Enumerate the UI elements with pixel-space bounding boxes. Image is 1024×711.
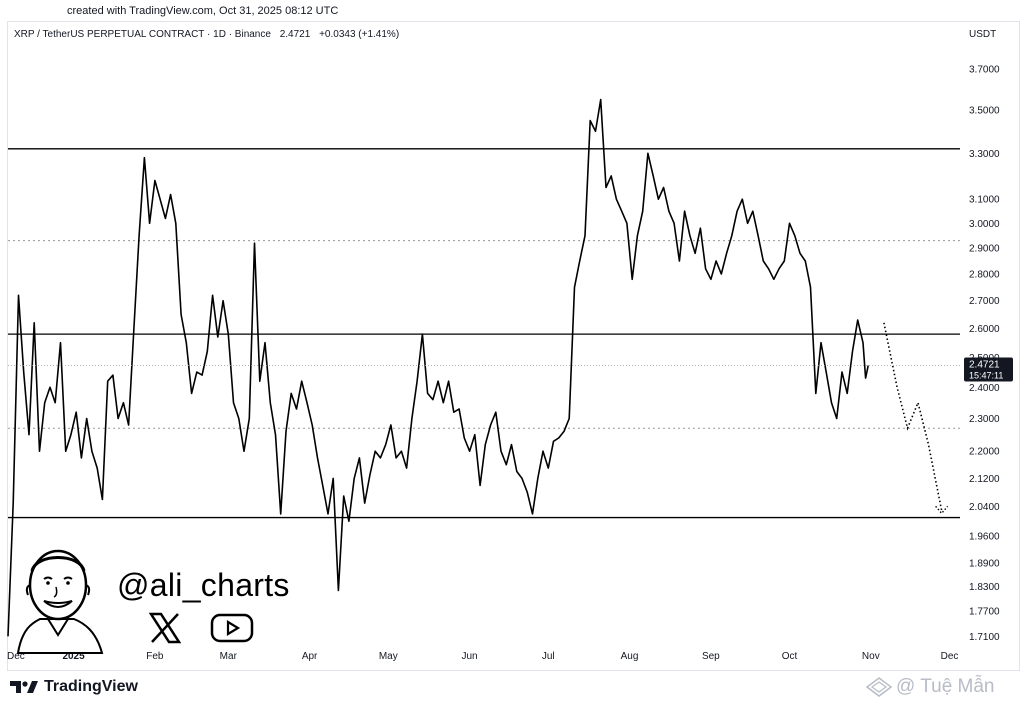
y-tick-label: 1.8900 bbox=[969, 558, 1000, 569]
avatar bbox=[10, 545, 106, 660]
x-tick-label: Sep bbox=[702, 651, 720, 662]
y-tick-label: 2.4000 bbox=[969, 383, 1000, 394]
symbol-change: +0.0343 (+1.41%) bbox=[319, 29, 400, 40]
time-axis: Dec 2025 Feb Mar Apr May Jun Jul Aug Sep Oct Nov Dec bbox=[7, 651, 958, 662]
y-tick-label: 1.7700 bbox=[969, 607, 1000, 618]
y-tick-label: 2.7000 bbox=[969, 296, 1000, 307]
projection-arrowhead bbox=[935, 505, 949, 515]
y-tick-label: 2.1200 bbox=[969, 474, 1000, 485]
y-tick-label: 2.2000 bbox=[969, 447, 1000, 458]
symbol-price: 2.4721 bbox=[279, 29, 311, 40]
x-tick-label: Apr bbox=[302, 651, 318, 662]
x-tick-label: Mar bbox=[220, 651, 238, 662]
youtube-icon[interactable] bbox=[210, 612, 254, 649]
tradingview-wordmark: TradingView bbox=[44, 678, 138, 695]
y-tick-label: 1.8300 bbox=[969, 582, 1000, 593]
price-series-line-0 bbox=[7, 98, 869, 637]
x-tick-label: Feb bbox=[146, 651, 164, 662]
x-tick-label: 2025 bbox=[62, 651, 85, 662]
diamond-icon bbox=[866, 677, 892, 697]
y-tick-label: 2.3000 bbox=[969, 414, 1000, 425]
x-tick-label: Nov bbox=[862, 651, 880, 662]
x-tick-label: Dec bbox=[7, 651, 25, 662]
y-tick-label: 3.5000 bbox=[969, 106, 1000, 117]
y-tick-label: 2.6000 bbox=[969, 324, 1000, 335]
y-tick-label: 1.9600 bbox=[969, 532, 1000, 543]
x-tick-label: Jun bbox=[462, 651, 478, 662]
x-icon[interactable] bbox=[148, 612, 182, 649]
symbol-name: XRP / TetherUS PERPETUAL CONTRACT · 1D ·… bbox=[14, 29, 271, 40]
social-links bbox=[148, 612, 254, 649]
x-tick-label: Aug bbox=[621, 651, 639, 662]
x-tick-label: Oct bbox=[782, 651, 798, 662]
tradingview-logo[interactable]: TradingView bbox=[10, 678, 138, 696]
last-price-tag bbox=[964, 357, 1013, 382]
x-tick-label: Dec bbox=[941, 651, 959, 662]
y-tick-label: 3.7000 bbox=[969, 65, 1000, 76]
y-tick-label: 3.3000 bbox=[969, 149, 1000, 160]
y-tick-label: 2.0400 bbox=[969, 502, 1000, 513]
y-tick-label: 1.7100 bbox=[969, 632, 1000, 643]
series-lines bbox=[7, 98, 869, 637]
watermark-text: @ Tuệ Mẫn bbox=[896, 676, 995, 697]
x-tick-label: May bbox=[379, 651, 398, 662]
credit-text: created with TradingView.com, Oct 31, 20… bbox=[67, 5, 339, 17]
symbol-line: XRP / TetherUS PERPETUAL CONTRACT · 1D ·… bbox=[14, 29, 399, 40]
chart-frame bbox=[7, 21, 1020, 671]
tradingview-mark-icon bbox=[10, 681, 38, 693]
last-price-countdown: 15:47:11 bbox=[969, 371, 1003, 381]
x-tick-label: Jul bbox=[542, 651, 555, 662]
horizontal-levels bbox=[8, 148, 960, 519]
projection-path bbox=[883, 322, 949, 515]
currency-label[interactable]: USDT bbox=[969, 29, 997, 40]
price-axis: 3.7000 3.5000 3.3000 3.1000 3.0000 2.9000 2.80… bbox=[969, 65, 1000, 643]
watermark: @ Tuệ Mẫn bbox=[866, 676, 995, 698]
y-tick-label: 3.0000 bbox=[969, 219, 1000, 230]
projection-line bbox=[883, 322, 943, 511]
y-tick-label: 2.8000 bbox=[969, 270, 1000, 281]
y-tick-label: 3.1000 bbox=[969, 195, 1000, 206]
y-tick-label: 2.9000 bbox=[969, 244, 1000, 255]
author-handle: @ali_charts bbox=[117, 567, 290, 603]
last-price-value: 2.4721 bbox=[969, 360, 1000, 371]
